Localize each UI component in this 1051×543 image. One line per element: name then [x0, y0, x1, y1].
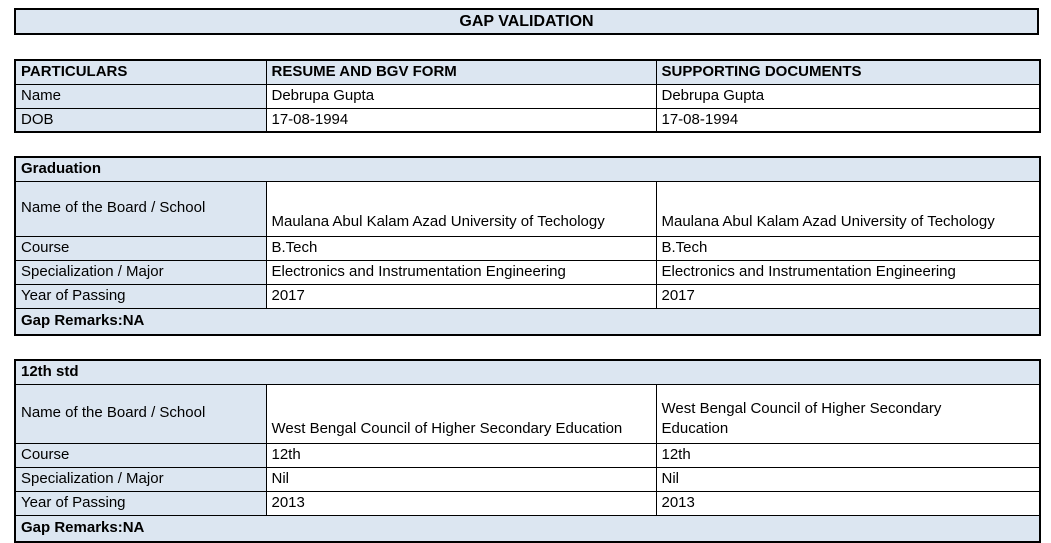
board-school-resume-cell: Maulana Abul Kalam Azad University of Te…: [265, 180, 657, 237]
year-resume-cell: 2013: [265, 490, 657, 516]
name-resume-cell: Debrupa Gupta: [265, 83, 657, 109]
board-school-label-cell: Name of the Board / School: [14, 180, 267, 237]
header-resume-bgv-form: RESUME AND BGV FORM: [265, 59, 657, 85]
specialization-resume-cell: Nil: [265, 466, 657, 492]
year-label-cell: Year of Passing: [14, 283, 267, 309]
specialization-resume-cell: Electronics and Instrumentation Engineer…: [265, 259, 657, 285]
year-documents-cell: 2013: [655, 490, 1041, 516]
graduation-heading-row: Graduation: [14, 156, 1041, 182]
gap-remarks-row: Gap Remarks:NA: [14, 307, 1041, 336]
board-school-row: Name of the Board / School Maulana Abul …: [14, 180, 1041, 237]
summary-header-row: PARTICULARS RESUME AND BGV FORM SUPPORTI…: [14, 59, 1041, 85]
header-supporting-documents: SUPPORTING DOCUMENTS: [655, 59, 1041, 85]
dob-label-cell: DOB: [14, 107, 267, 133]
year-documents-cell: 2017: [655, 283, 1041, 309]
specialization-label-cell: Specialization / Major: [14, 466, 267, 492]
name-row: Name Debrupa Gupta Debrupa Gupta: [14, 83, 1041, 109]
course-label-cell: Course: [14, 235, 267, 261]
course-row: Course B.Tech B.Tech: [14, 235, 1041, 261]
gap-remarks-row: Gap Remarks:NA: [14, 514, 1041, 543]
specialization-row: Specialization / Major Nil Nil: [14, 466, 1041, 492]
course-resume-cell: 12th: [265, 442, 657, 468]
year-of-passing-row: Year of Passing 2017 2017: [14, 283, 1041, 309]
twelfth-std-table: 12th std Name of the Board / School West…: [14, 359, 1041, 543]
graduation-heading: Graduation: [14, 156, 1041, 182]
dob-resume-cell: 17-08-1994: [265, 107, 657, 133]
twelfth-std-heading-row: 12th std: [14, 359, 1041, 385]
course-documents-cell: 12th: [655, 442, 1041, 468]
name-label-cell: Name: [14, 83, 267, 109]
gap-remarks-cell: Gap Remarks:NA: [14, 514, 1041, 543]
name-documents-cell: Debrupa Gupta: [655, 83, 1041, 109]
dob-documents-cell: 17-08-1994: [655, 107, 1041, 133]
particulars-table: PARTICULARS RESUME AND BGV FORM SUPPORTI…: [14, 59, 1041, 133]
specialization-documents-cell: Nil: [655, 466, 1041, 492]
header-particulars: PARTICULARS: [14, 59, 267, 85]
document-title: GAP VALIDATION: [14, 8, 1039, 35]
twelfth-std-heading: 12th std: [14, 359, 1041, 385]
board-school-documents-cell: Maulana Abul Kalam Azad University of Te…: [655, 180, 1041, 237]
year-label-cell: Year of Passing: [14, 490, 267, 516]
course-label-cell: Course: [14, 442, 267, 468]
board-school-resume-cell: West Bengal Council of Higher Secondary …: [265, 383, 657, 444]
board-school-documents-cell: West Bengal Council of Higher Secondary …: [655, 383, 1041, 444]
board-school-label-cell: Name of the Board / School: [14, 383, 267, 444]
board-school-row: Name of the Board / School West Bengal C…: [14, 383, 1041, 444]
course-documents-cell: B.Tech: [655, 235, 1041, 261]
year-of-passing-row: Year of Passing 2013 2013: [14, 490, 1041, 516]
course-row: Course 12th 12th: [14, 442, 1041, 468]
specialization-row: Specialization / Major Electronics and I…: [14, 259, 1041, 285]
year-resume-cell: 2017: [265, 283, 657, 309]
course-resume-cell: B.Tech: [265, 235, 657, 261]
board-school-documents-text: West Bengal Council of Higher Secondary …: [661, 400, 942, 438]
specialization-label-cell: Specialization / Major: [14, 259, 267, 285]
gap-remarks-cell: Gap Remarks:NA: [14, 307, 1041, 336]
dob-row: DOB 17-08-1994 17-08-1994: [14, 107, 1041, 133]
graduation-table: Graduation Name of the Board / School Ma…: [14, 156, 1041, 336]
specialization-documents-cell: Electronics and Instrumentation Engineer…: [655, 259, 1041, 285]
